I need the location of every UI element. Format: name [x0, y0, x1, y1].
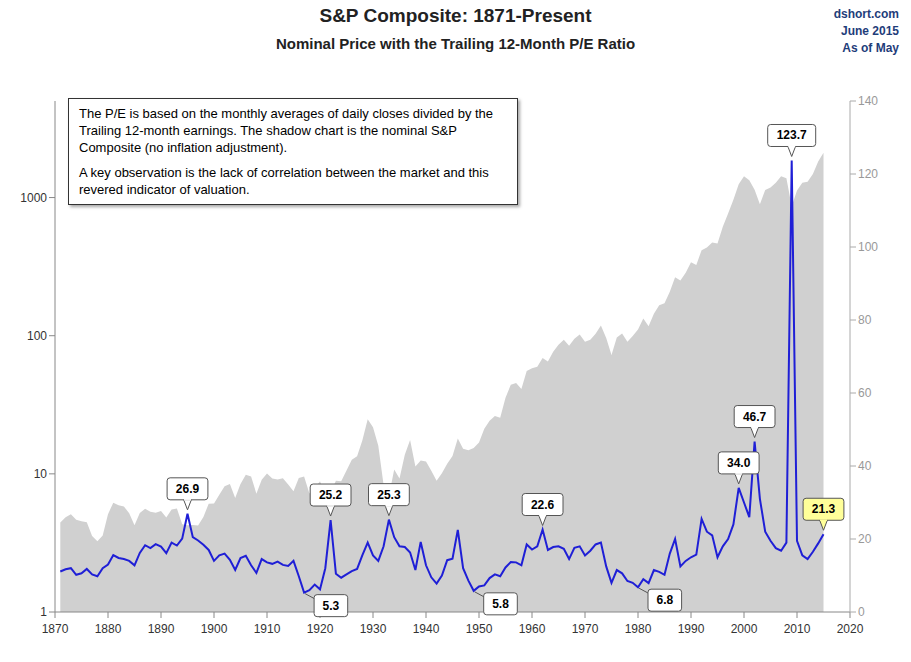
svg-text:0: 0 — [858, 605, 865, 619]
svg-text:1870: 1870 — [42, 622, 69, 636]
svg-text:100: 100 — [858, 240, 878, 254]
svg-text:46.7: 46.7 — [743, 410, 767, 424]
svg-text:21.3: 21.3 — [812, 502, 836, 516]
svg-text:1880: 1880 — [95, 622, 122, 636]
svg-text:2000: 2000 — [731, 622, 758, 636]
svg-text:140: 140 — [858, 94, 878, 108]
svg-text:1960: 1960 — [519, 622, 546, 636]
html-text:June 2015: June 2015 — [841, 24, 899, 38]
svg-text:1940: 1940 — [413, 622, 440, 636]
svg-text:1950: 1950 — [466, 622, 493, 636]
svg-text:1910: 1910 — [254, 622, 281, 636]
svg-text:10: 10 — [34, 467, 48, 481]
svg-text:120: 120 — [858, 167, 878, 181]
svg-text:5.8: 5.8 — [492, 597, 509, 611]
svg-text:6.8: 6.8 — [656, 593, 673, 607]
svg-text:5.3: 5.3 — [323, 599, 340, 613]
svg-text:34.0: 34.0 — [727, 456, 751, 470]
svg-text:123.7: 123.7 — [777, 128, 807, 142]
html-text:As of May: As of May — [842, 41, 899, 55]
svg-text:1970: 1970 — [572, 622, 599, 636]
svg-text:40: 40 — [858, 459, 872, 473]
svg-text:1000: 1000 — [20, 191, 47, 205]
svg-text:26.9: 26.9 — [176, 482, 200, 496]
svg-text:25.2: 25.2 — [319, 488, 343, 502]
svg-text:25.3: 25.3 — [377, 488, 401, 502]
svg-text:22.6: 22.6 — [531, 498, 555, 512]
svg-text:1990: 1990 — [678, 622, 705, 636]
html-text:dshort.com: dshort.com — [833, 7, 899, 21]
svg-text:1930: 1930 — [360, 622, 387, 636]
html-text:The P/E is based on the monthl: The P/E is based on the monthly averages… — [79, 106, 494, 155]
svg-text:80: 80 — [858, 313, 872, 327]
html-text:S&P Composite: 1871-Present: S&P Composite: 1871-Present — [319, 5, 592, 26]
html-text:Nominal Price with the Trailin: Nominal Price with the Trailing 12-Month… — [275, 35, 636, 52]
svg-text:1890: 1890 — [148, 622, 175, 636]
svg-text:20: 20 — [858, 532, 872, 546]
svg-text:1: 1 — [40, 605, 47, 619]
html-text:A key observation is the lack: A key observation is the lack of correla… — [79, 165, 489, 197]
svg-text:1900: 1900 — [201, 622, 228, 636]
svg-text:1980: 1980 — [625, 622, 652, 636]
svg-text:100: 100 — [27, 329, 47, 343]
svg-text:1920: 1920 — [307, 622, 334, 636]
svg-text:60: 60 — [858, 386, 872, 400]
svg-text:2010: 2010 — [784, 622, 811, 636]
svg-text:2020: 2020 — [837, 622, 864, 636]
